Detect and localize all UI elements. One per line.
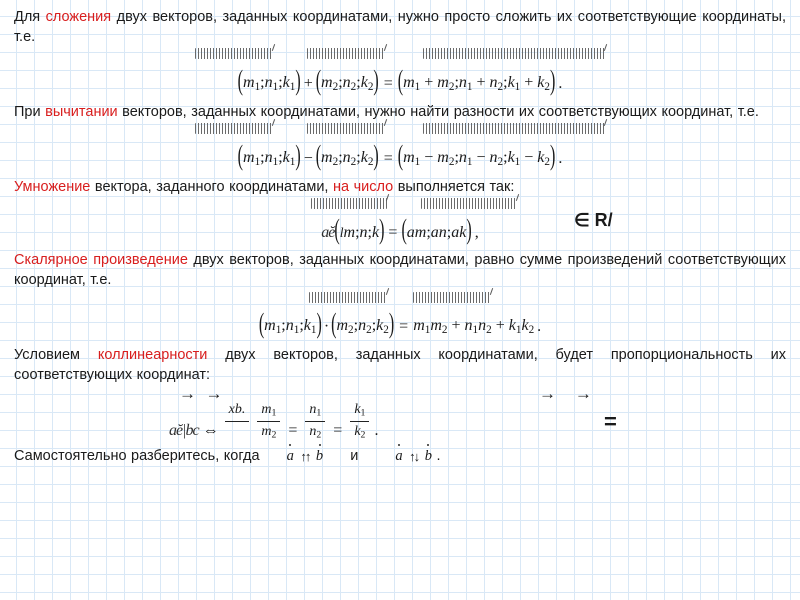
text: При	[14, 104, 45, 120]
para-subtraction: При вычитании векторов, заданных координ…	[14, 103, 786, 123]
eq-iso: =	[604, 407, 617, 437]
formula-subtraction: ( m1;n1;k1 ) − ( m2;n2;k2 ) = ( m1 − m2;…	[14, 124, 786, 170]
text-mid: и	[350, 448, 358, 464]
hatch	[309, 292, 387, 303]
eq-row: ( m1;n1;k1 ) − ( m2;n2;k2 ) = ( m1 − m2;…	[238, 147, 563, 170]
eq-row: ( m1;n1;k1 ) + ( m2;n2;k2 ) = ( m1 + m2;…	[238, 72, 563, 95]
hatch	[311, 198, 387, 209]
frac-k: k1 k2	[348, 401, 371, 442]
arrows-down: ↑↓	[407, 448, 420, 466]
hatch	[307, 48, 385, 59]
text: Самостоятельно разберитесь, когда	[14, 448, 260, 464]
sym-b: b	[316, 447, 323, 467]
text: двух векторов, заданных координатами, ну…	[14, 9, 786, 45]
text: векторов, заданных координатами, нужно н…	[118, 104, 759, 120]
kw-collinear: коллинеарности	[98, 347, 208, 363]
para-collinear: Условием коллинеарности двух векторов, з…	[14, 346, 786, 385]
kw-addition: сложения	[46, 9, 112, 25]
eq-row: aĕ|bc ⇔ xb. m1 m2 = n1 n2 = k1 k2 .	[169, 401, 378, 442]
formula-addition: ( m1;n1;k1 ) + ( m2;n2;k2 ) = ( m1 + m2;…	[14, 49, 786, 95]
hatch	[413, 292, 491, 303]
para-scalar-mult: Умножение вектора, заданного координатам…	[14, 178, 786, 198]
hatch	[423, 48, 605, 59]
frac-xb: xb.	[223, 401, 252, 442]
glitch-text: aĕ	[321, 222, 334, 244]
frac-m: m1 m2	[255, 401, 282, 442]
formula-collinear: → → → → = aĕ|bc ⇔ xb. m1 m2 = n1 n2 = k1…	[14, 387, 786, 439]
period: .	[436, 448, 440, 464]
kw-subtraction: вычитании	[45, 104, 118, 120]
frac-n: n1 n2	[303, 401, 327, 442]
text: Условием	[14, 347, 98, 363]
formula-dot-product: ( m1;n1;k1 ) · ( m2;n2;k2 ) = m1m2 + n1n…	[14, 293, 786, 339]
hatch	[195, 48, 273, 59]
hatch	[421, 198, 517, 209]
arrows-up: ↑↑	[298, 448, 311, 466]
sym-a: a	[287, 447, 294, 467]
para-self-study: Самостоятельно разберитесь, когда a ↑↑ b…	[14, 447, 786, 467]
hatch	[307, 123, 385, 134]
para-dot-product: Скалярное произведение двух векторов, за…	[14, 251, 786, 290]
arrow-pair-right: → →	[539, 383, 592, 406]
eq-row: aĕ ( lm;n;k ) = ( am;an;ak ) ,	[321, 222, 478, 244]
text: Для	[14, 9, 46, 25]
text: вектора, заданного координатами,	[90, 179, 333, 195]
hatch	[195, 123, 273, 134]
eq-row: ( m1;n1;k1 ) · ( m2;n2;k2 ) = m1m2 + n1n…	[259, 315, 541, 338]
side-note: ∈ R/	[574, 208, 613, 232]
sym-b: b	[425, 447, 432, 467]
kw-mult: Умножение	[14, 179, 90, 195]
glitch-text: aĕ|bc	[169, 420, 199, 442]
kw-dot: Скалярное произведение	[14, 252, 188, 268]
para-addition: Для сложения двух векторов, заданных коо…	[14, 8, 786, 47]
sym-a: a	[395, 447, 402, 467]
hatch	[423, 123, 605, 134]
formula-scalar-mult: aĕ ( lm;n;k ) = ( am;an;ak ) , ∈ R/	[14, 199, 786, 243]
text: выполняется так:	[393, 179, 514, 195]
kw-by-number: на число	[333, 179, 393, 195]
